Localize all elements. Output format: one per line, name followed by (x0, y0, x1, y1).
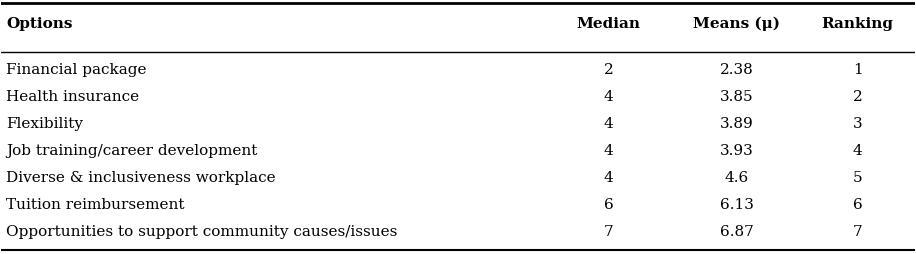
Text: 6.13: 6.13 (720, 198, 754, 212)
Text: Ranking: Ranking (822, 17, 893, 31)
Text: Health insurance: Health insurance (6, 90, 139, 104)
Text: 4: 4 (604, 90, 614, 104)
Text: 7: 7 (604, 225, 614, 239)
Text: Tuition reimbursement: Tuition reimbursement (6, 198, 184, 212)
Text: Flexibility: Flexibility (6, 117, 83, 131)
Text: 2.38: 2.38 (720, 63, 753, 77)
Text: 7: 7 (853, 225, 862, 239)
Text: 6: 6 (604, 198, 614, 212)
Text: 4.6: 4.6 (725, 171, 748, 185)
Text: 3: 3 (853, 117, 862, 131)
Text: 6.87: 6.87 (720, 225, 753, 239)
Text: 2: 2 (604, 63, 614, 77)
Text: Options: Options (6, 17, 72, 31)
Text: 4: 4 (604, 144, 614, 158)
Text: 3.93: 3.93 (720, 144, 753, 158)
Text: Opportunities to support community causes/issues: Opportunities to support community cause… (6, 225, 398, 239)
Text: 2: 2 (853, 90, 862, 104)
Text: Financial package: Financial package (6, 63, 147, 77)
Text: 4: 4 (853, 144, 862, 158)
Text: 1: 1 (853, 63, 862, 77)
Text: Means (μ): Means (μ) (693, 17, 780, 31)
Text: 3.85: 3.85 (720, 90, 753, 104)
Text: Median: Median (577, 17, 640, 31)
Text: 4: 4 (604, 117, 614, 131)
Text: 3.89: 3.89 (720, 117, 753, 131)
Text: Job training/career development: Job training/career development (6, 144, 257, 158)
Text: 4: 4 (604, 171, 614, 185)
Text: 6: 6 (853, 198, 862, 212)
Text: 5: 5 (853, 171, 862, 185)
Text: Diverse & inclusiveness workplace: Diverse & inclusiveness workplace (6, 171, 276, 185)
